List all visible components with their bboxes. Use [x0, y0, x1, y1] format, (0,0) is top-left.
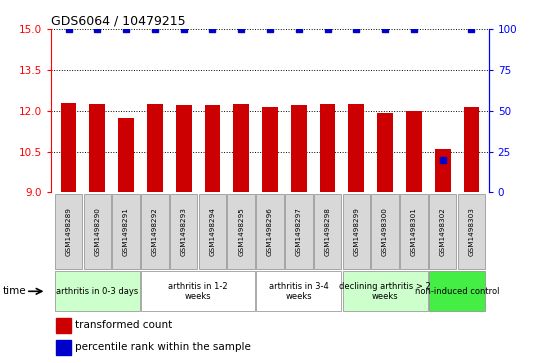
Bar [112, 194, 140, 269]
Bar [55, 194, 83, 269]
Bar [377, 113, 393, 192]
Bar [429, 194, 456, 269]
Text: GSM1498303: GSM1498303 [468, 207, 475, 256]
Text: GSM1498292: GSM1498292 [152, 207, 158, 256]
Bar [141, 194, 168, 269]
Text: time: time [3, 286, 26, 296]
Text: GDS6064 / 10479215: GDS6064 / 10479215 [51, 15, 186, 28]
Text: arthritis in 3-4
weeks: arthritis in 3-4 weeks [269, 282, 329, 301]
Bar [314, 194, 341, 269]
Bar [176, 105, 192, 192]
Bar [227, 194, 255, 269]
Bar [262, 107, 278, 192]
Text: non-induced control: non-induced control [415, 287, 500, 296]
Text: declining arthritis > 2
weeks: declining arthritis > 2 weeks [339, 282, 431, 301]
Text: GSM1498289: GSM1498289 [65, 207, 72, 256]
Bar [60, 102, 77, 192]
Text: GSM1498295: GSM1498295 [238, 207, 244, 256]
Text: GSM1498300: GSM1498300 [382, 207, 388, 256]
Bar [429, 271, 485, 311]
Text: GSM1498298: GSM1498298 [325, 207, 330, 256]
Bar [406, 111, 422, 192]
Bar [147, 104, 163, 192]
Text: GSM1498291: GSM1498291 [123, 207, 129, 256]
Bar [170, 194, 198, 269]
Bar [55, 271, 140, 311]
Bar [256, 194, 284, 269]
Bar [90, 104, 105, 192]
Bar [457, 194, 485, 269]
Bar [291, 105, 307, 192]
Bar [56, 318, 71, 333]
Bar [372, 194, 399, 269]
Text: percentile rank within the sample: percentile rank within the sample [76, 342, 251, 352]
Bar [342, 271, 428, 311]
Text: GSM1498299: GSM1498299 [353, 207, 359, 256]
Bar [205, 105, 220, 192]
Text: GSM1498302: GSM1498302 [440, 207, 445, 256]
Text: arthritis in 0-3 days: arthritis in 0-3 days [56, 287, 138, 296]
Bar [435, 149, 450, 192]
Bar [256, 271, 341, 311]
Bar [342, 194, 370, 269]
Text: arthritis in 1-2
weeks: arthritis in 1-2 weeks [168, 282, 228, 301]
Text: GSM1498296: GSM1498296 [267, 207, 273, 256]
Bar [348, 104, 364, 192]
Text: transformed count: transformed count [76, 321, 173, 330]
Bar [400, 194, 428, 269]
Bar [233, 104, 249, 192]
Bar [84, 194, 111, 269]
Bar [56, 339, 71, 355]
Text: GSM1498290: GSM1498290 [94, 207, 100, 256]
Bar [141, 271, 255, 311]
Text: GSM1498301: GSM1498301 [411, 207, 417, 256]
Bar [118, 118, 134, 192]
Bar [199, 194, 226, 269]
Bar [463, 107, 480, 192]
Bar [285, 194, 313, 269]
Text: GSM1498294: GSM1498294 [210, 207, 215, 256]
Text: GSM1498293: GSM1498293 [181, 207, 187, 256]
Bar [320, 104, 335, 192]
Text: GSM1498297: GSM1498297 [296, 207, 302, 256]
